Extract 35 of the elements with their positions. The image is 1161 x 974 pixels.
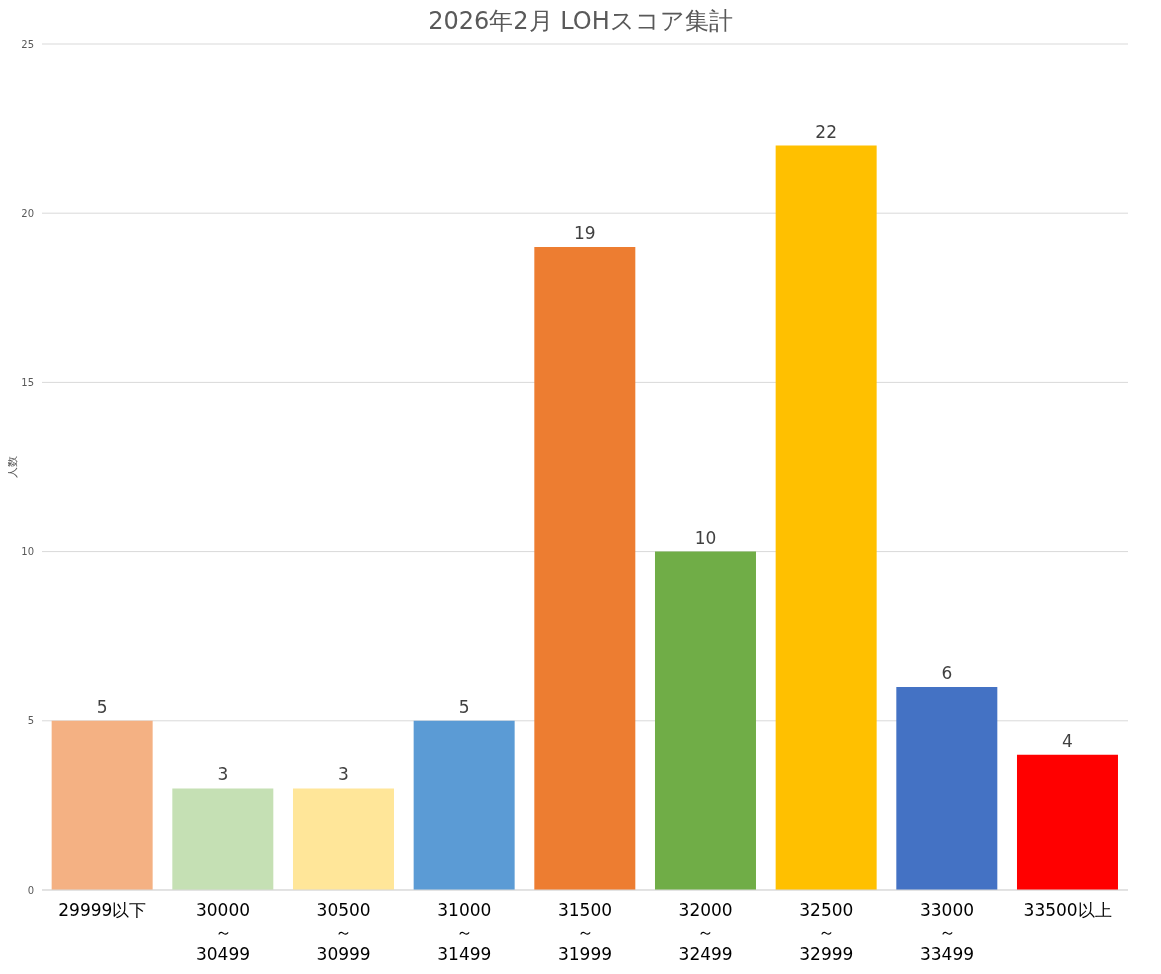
data-label: 3 (217, 764, 229, 785)
bar (292, 788, 394, 890)
bar (534, 247, 636, 890)
data-label: 22 (815, 121, 837, 142)
data-label: 6 (941, 662, 953, 683)
x-tick-label: 29999以下 (58, 900, 147, 920)
bar (1016, 754, 1118, 890)
bar (413, 720, 515, 890)
y-tick-label: 10 (21, 546, 34, 558)
x-tick-label: 30000 ～ 30499 (195, 900, 251, 964)
data-label: 3 (338, 764, 349, 785)
data-label: 10 (694, 527, 717, 548)
x-tick-label: 33000 ～ 33499 (919, 900, 975, 964)
y-tick-label: 5 (27, 715, 34, 727)
data-label: 5 (96, 696, 108, 717)
data-label: 4 (1062, 730, 1073, 751)
bar (51, 720, 153, 890)
y-tick-label: 25 (21, 38, 34, 50)
bar (654, 551, 756, 890)
x-tick-label: 33500以上 (1023, 900, 1112, 920)
y-tick-label: 15 (21, 376, 34, 388)
y-tick-label: 20 (21, 207, 34, 219)
x-tick-label: 30500 ～ 30999 (316, 900, 371, 964)
y-axis-title: 人数 (6, 456, 19, 478)
bar (172, 788, 274, 890)
x-tick-label: 31500 ～ 31999 (557, 900, 613, 964)
bar (775, 145, 877, 890)
bar (896, 686, 998, 890)
x-tick-label: 32500 ～ 32999 (799, 900, 854, 964)
data-label: 5 (458, 696, 470, 717)
x-tick-label: 32000 ～ 32499 (678, 900, 733, 964)
y-tick-label: 0 (27, 884, 34, 896)
x-tick-label: 31000 ～ 31499 (437, 900, 492, 964)
data-label: 19 (574, 223, 596, 244)
chart-title: 2026年2月 LOHスコア集計 (427, 7, 734, 35)
